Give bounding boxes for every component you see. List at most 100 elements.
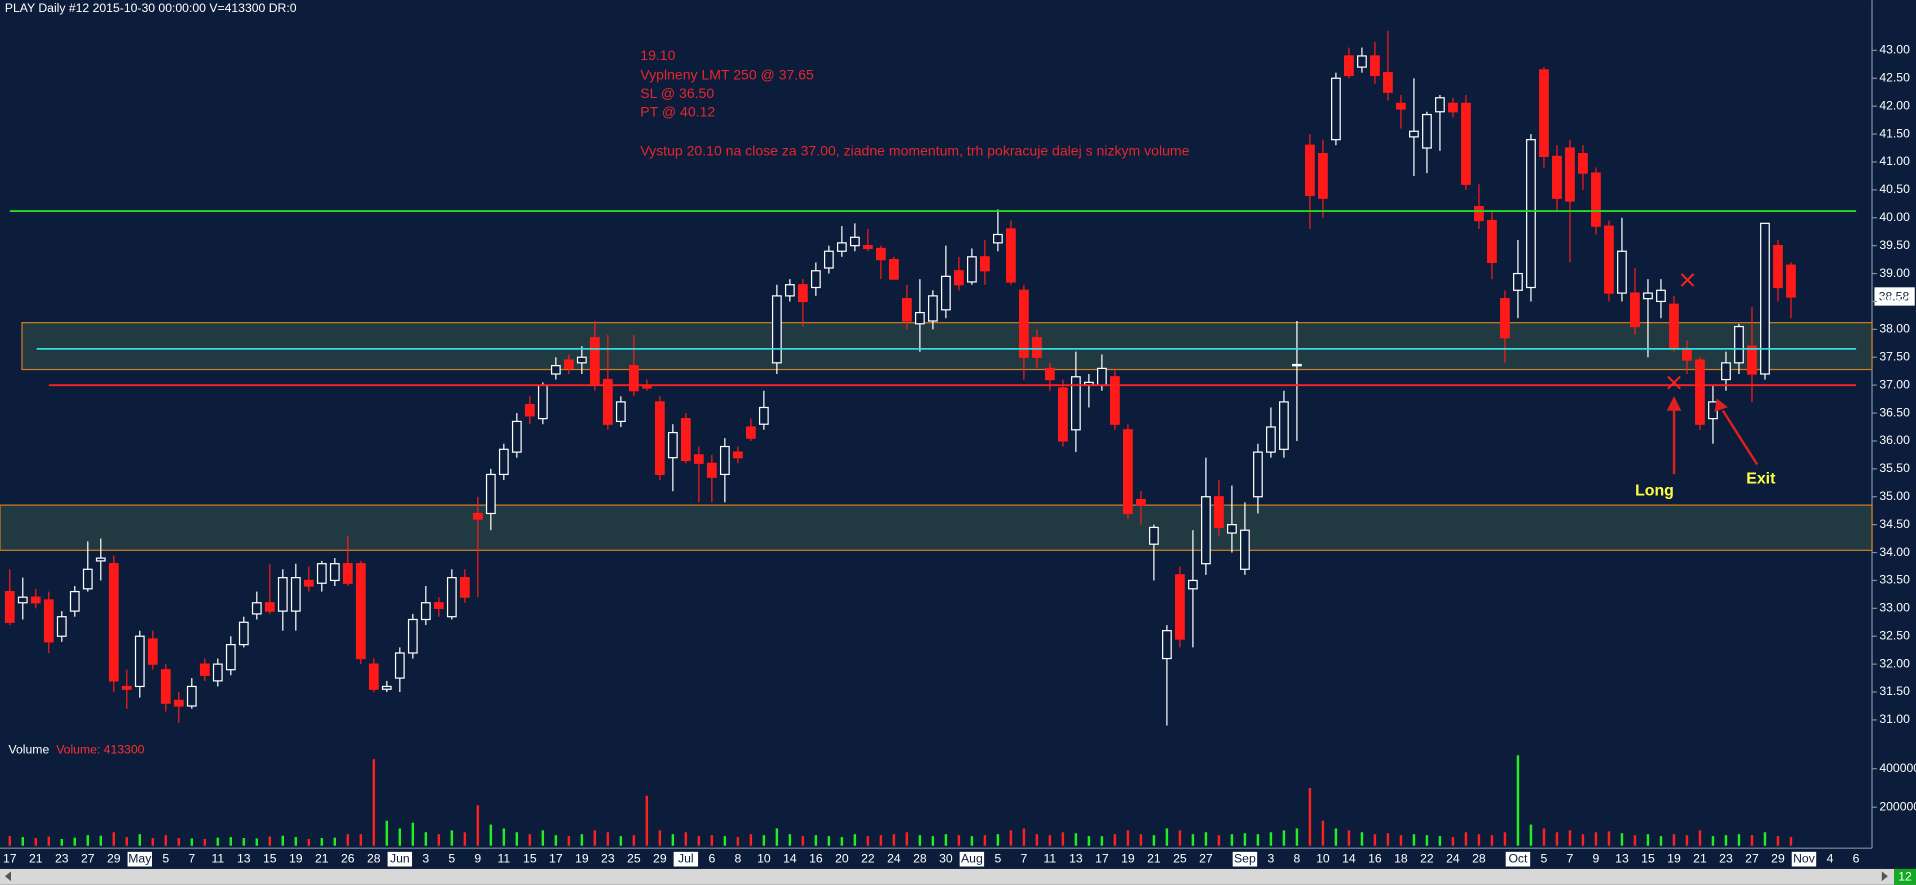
x-tick-label: 13 bbox=[237, 851, 251, 865]
candle-body bbox=[1162, 630, 1172, 660]
candle-body bbox=[1630, 292, 1640, 328]
volume-bar bbox=[1022, 828, 1026, 846]
candle-body bbox=[563, 359, 574, 370]
volume-bar bbox=[385, 820, 389, 846]
x-tick-label: 24 bbox=[1446, 851, 1460, 865]
x-tick-label: 14 bbox=[783, 851, 797, 865]
x-tick-label: 17 bbox=[3, 851, 17, 865]
volume-bar bbox=[1737, 834, 1741, 846]
candle-body bbox=[316, 563, 327, 584]
x-tick-label: 19 bbox=[1121, 851, 1135, 865]
volume-bar bbox=[1009, 830, 1013, 846]
candle-body bbox=[1474, 205, 1484, 222]
volume-bar bbox=[619, 836, 623, 846]
y-tick-label: 39.00 bbox=[1879, 266, 1910, 280]
volume-bar bbox=[749, 834, 753, 846]
x-tick-label: 27 bbox=[1199, 851, 1213, 865]
volume-bar bbox=[775, 828, 779, 846]
volume-bar bbox=[1191, 834, 1195, 846]
volume-bar bbox=[580, 834, 584, 846]
scroll-right[interactable] bbox=[1881, 871, 1888, 882]
volume-bar bbox=[1217, 835, 1221, 846]
candle-body bbox=[459, 577, 470, 598]
volume-bar bbox=[1321, 820, 1325, 846]
volume-bar bbox=[320, 838, 324, 846]
volume-bar bbox=[1451, 837, 1455, 846]
y-tick-label: 42.50 bbox=[1879, 70, 1910, 84]
volume-bar bbox=[1646, 834, 1650, 846]
volume-title: Volume bbox=[9, 743, 50, 757]
status-box bbox=[1894, 868, 1916, 885]
candle-body bbox=[862, 245, 873, 250]
x-tick-label: 29 bbox=[107, 851, 121, 865]
candle-body bbox=[1552, 155, 1562, 199]
y-tick-label: 42.00 bbox=[1879, 98, 1910, 112]
candle-body bbox=[979, 256, 990, 272]
volume-bar bbox=[853, 834, 857, 846]
candle-body bbox=[1097, 367, 1107, 386]
volume-bar bbox=[1711, 836, 1715, 846]
y-tick-label: 39.50 bbox=[1879, 238, 1910, 252]
x-tick-label: 17 bbox=[1095, 851, 1109, 865]
volume-bar bbox=[359, 834, 363, 846]
candle-body bbox=[108, 563, 119, 682]
candle-body bbox=[719, 445, 730, 476]
scroll-left[interactable] bbox=[4, 871, 11, 882]
x-tick-label: 17 bbox=[549, 851, 563, 865]
volume-bar bbox=[1698, 830, 1702, 846]
volume-bar bbox=[593, 830, 597, 846]
volume-bar bbox=[1750, 835, 1754, 846]
volume-bar bbox=[515, 832, 519, 846]
volume-bar bbox=[1204, 832, 1208, 846]
volume-bar bbox=[1074, 833, 1078, 846]
candle-body bbox=[1149, 526, 1159, 545]
volume-bar bbox=[788, 834, 792, 846]
x-month-label: Jun bbox=[390, 851, 410, 865]
scrollbar[interactable] bbox=[0, 868, 1916, 885]
volume-bar bbox=[684, 832, 688, 846]
x-month-label: Oct bbox=[1508, 851, 1528, 865]
volume-bar bbox=[1386, 833, 1390, 846]
candle-body bbox=[784, 284, 795, 297]
candle-body bbox=[966, 256, 977, 283]
volume-bar bbox=[944, 834, 948, 846]
candle-body bbox=[1214, 496, 1224, 529]
x-tick-label: 28 bbox=[1472, 851, 1486, 865]
candle-body bbox=[1266, 426, 1276, 453]
volume-bar bbox=[1490, 835, 1494, 846]
volume-bar bbox=[450, 830, 454, 846]
y-tick-label: 41.50 bbox=[1879, 126, 1910, 140]
volume-bar bbox=[203, 839, 207, 846]
x-tick-label: 9 bbox=[474, 851, 481, 865]
candle-body bbox=[69, 590, 80, 612]
candle-body bbox=[914, 312, 925, 325]
volume-bar bbox=[1048, 835, 1052, 846]
candle-body bbox=[186, 685, 197, 707]
y-tick-label: 35.50 bbox=[1879, 461, 1910, 475]
volume-bar bbox=[255, 838, 259, 846]
volume-bar bbox=[1256, 834, 1260, 846]
x-tick-label: 21 bbox=[1147, 851, 1161, 865]
x-tick-label: 13 bbox=[1615, 851, 1629, 865]
x-tick-label: 18 bbox=[1394, 851, 1408, 865]
x-tick-label: 19 bbox=[1667, 851, 1681, 865]
x-tick-label: 30 bbox=[939, 851, 953, 865]
candle-body bbox=[1045, 367, 1055, 381]
zones bbox=[0, 322, 1873, 551]
x-tick-label: 10 bbox=[1316, 851, 1330, 865]
x-tick-label: 25 bbox=[627, 851, 641, 865]
volume-bar bbox=[658, 830, 662, 846]
volume-bar bbox=[1334, 828, 1338, 846]
y-tick-label: 36.00 bbox=[1879, 433, 1910, 447]
volume-bar bbox=[866, 836, 870, 846]
volume-bar bbox=[736, 837, 740, 846]
candle-body bbox=[1110, 376, 1120, 425]
y-tick-label: 38.50 bbox=[1879, 294, 1910, 308]
volume-bar bbox=[1178, 830, 1182, 846]
volume-bar bbox=[47, 836, 51, 846]
candle-body bbox=[745, 426, 756, 439]
volume-bar bbox=[1412, 834, 1416, 846]
x-tick-label: 5 bbox=[448, 851, 455, 865]
volume-bar bbox=[1620, 833, 1624, 846]
